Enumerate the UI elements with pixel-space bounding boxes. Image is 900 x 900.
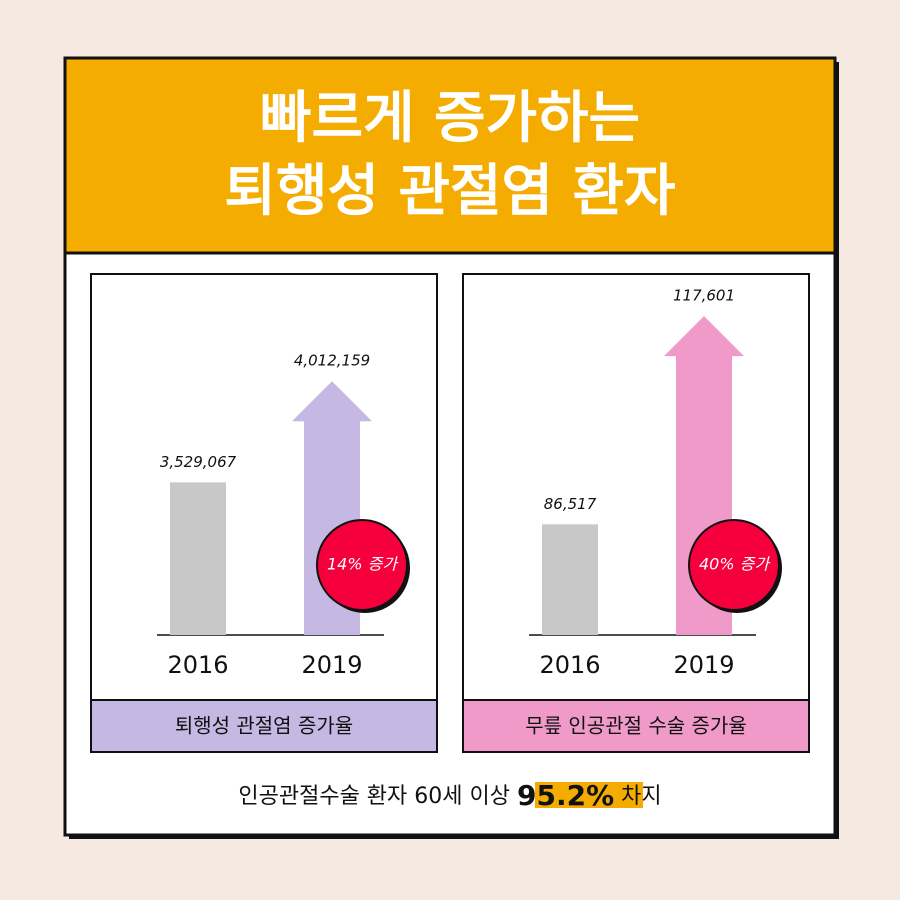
caption-band xyxy=(462,699,810,753)
title-line: 퇴행성 관절염 환자 xyxy=(224,159,675,224)
value-label: 3,529,067 xyxy=(160,453,237,471)
bar xyxy=(542,524,598,635)
value-label: 86,517 xyxy=(544,495,597,513)
x-tick-label: 2019 xyxy=(673,651,734,679)
footer-part: 인공관절수술 환자 60세 이상 xyxy=(238,784,510,809)
footer-highlight: 95.2% xyxy=(517,779,614,812)
annotation: 14% 증가 xyxy=(327,555,399,574)
value-label: 117,601 xyxy=(673,287,735,305)
bar xyxy=(170,482,226,635)
footer-text: 인공관절수술 환자 60세 이상 95.2% 차지 xyxy=(238,779,661,812)
x-tick-label: 2016 xyxy=(167,651,228,679)
x-tick-label: 2016 xyxy=(539,651,600,679)
chart-caption: 무릎 인공관절 수술 증가율 xyxy=(525,714,746,738)
footer-part: 차지 xyxy=(621,784,661,809)
x-tick-label: 2019 xyxy=(301,651,362,679)
caption-band xyxy=(90,699,438,753)
panel xyxy=(90,273,438,753)
title-line: 빠르게 증가하는 xyxy=(260,86,640,151)
badge xyxy=(688,519,780,611)
chart-caption: 퇴행성 관절염 증가율 xyxy=(175,714,353,738)
annotation: 40% 증가 xyxy=(699,555,771,574)
panel xyxy=(462,273,810,753)
highlight-box xyxy=(535,782,643,808)
value-label: 4,012,159 xyxy=(294,352,370,370)
badge xyxy=(316,519,408,611)
header-band xyxy=(63,56,837,255)
